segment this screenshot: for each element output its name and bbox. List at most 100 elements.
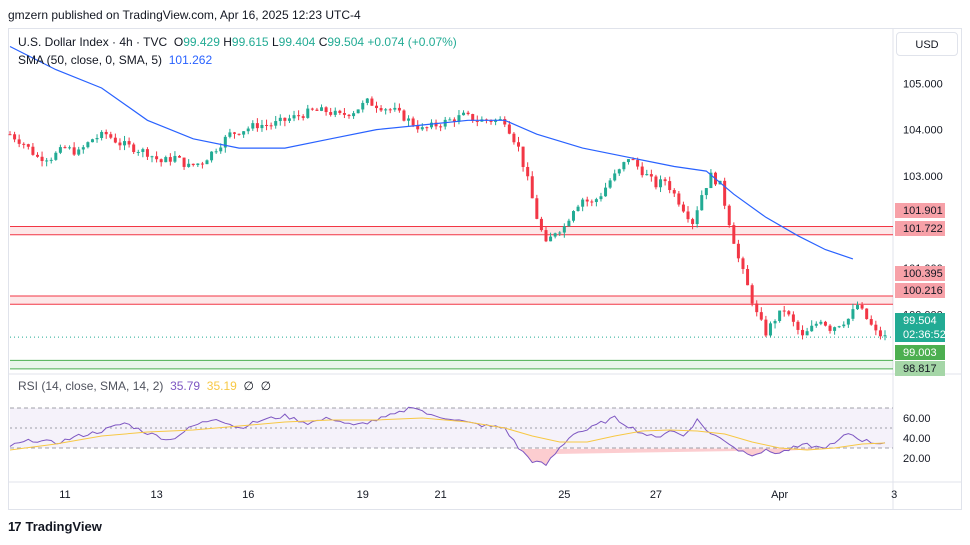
candle-body (475, 120, 479, 122)
candle-body (81, 147, 85, 150)
candle-body (558, 232, 562, 234)
candle-body (594, 199, 598, 203)
candle-body (100, 131, 104, 139)
candle-body (631, 159, 635, 161)
candle-body (388, 109, 392, 111)
price-label-box (895, 283, 945, 298)
sma-polyline (9, 45, 854, 260)
time-tick-label: Apr (771, 489, 788, 501)
candle-body (228, 132, 232, 137)
candle-body (265, 124, 269, 126)
candle-body (741, 258, 745, 269)
price-label-text: 100.395 (903, 268, 943, 280)
candle-body (370, 98, 374, 106)
candle-body (136, 151, 140, 153)
price-label-box (895, 345, 945, 360)
candle-body (45, 160, 49, 162)
candle-body (90, 139, 94, 143)
candle-body (347, 114, 351, 117)
symbol-label[interactable]: U.S. Dollar Index · 4h · TVC (18, 35, 168, 49)
tradingview-logo-icon: 17 (8, 519, 22, 534)
candle-body (242, 131, 246, 135)
candle-body (521, 146, 525, 167)
candle-body (95, 138, 99, 140)
tradingview-brand[interactable]: 17 TradingView (8, 519, 102, 534)
currency-button[interactable]: USD (896, 32, 958, 56)
candle-body (411, 118, 415, 126)
candle-body (109, 134, 113, 138)
candle-body (301, 116, 305, 118)
candle-body (402, 110, 406, 121)
candle-body (810, 325, 814, 332)
candle-body (283, 117, 287, 121)
candle-body (113, 137, 117, 143)
candle-body (182, 157, 186, 167)
candle-body (200, 163, 204, 165)
candle-body (31, 146, 35, 155)
sma-legend[interactable]: SMA (50, close, 0, SMA, 5) 101.262 (18, 53, 212, 67)
open-value: 99.429 (183, 35, 220, 49)
candle-body (191, 163, 195, 166)
candle-body (768, 323, 772, 336)
candle-body (778, 310, 782, 321)
candle-body (549, 236, 553, 242)
price-label-text: 99.003 (903, 347, 937, 359)
candle-body (168, 157, 172, 162)
rsi-value: 35.79 (170, 379, 201, 393)
candle-body (686, 211, 690, 220)
candle-body (297, 115, 301, 117)
rsi-pane (9, 406, 893, 467)
candle-body (622, 162, 626, 170)
candle-body (640, 166, 644, 176)
candle-body (159, 159, 163, 163)
zone-support (10, 360, 893, 369)
price-label-text: 02:36:52 (903, 329, 946, 341)
candle-body (58, 147, 62, 153)
candle-body (338, 110, 342, 113)
candle-body (746, 268, 750, 286)
candle-body (796, 321, 800, 330)
time-tick-label: 16 (242, 489, 254, 501)
candle-body (306, 108, 310, 118)
price-label-text: 101.722 (903, 223, 943, 235)
candle-body (342, 112, 346, 115)
time-tick-label: 3 (891, 489, 897, 501)
candle-body (526, 166, 530, 177)
candle-body (448, 119, 452, 121)
price-label-text: 101.901 (903, 205, 943, 217)
grid-lines (8, 28, 962, 510)
candle-body (736, 243, 740, 259)
zone-resistance (10, 226, 893, 235)
candle-body (617, 169, 621, 174)
candle-body (173, 155, 177, 162)
candle-body (636, 160, 640, 167)
time-tick-label: 21 (435, 489, 447, 501)
candle-body (608, 180, 612, 188)
support-resistance-zones (10, 226, 893, 370)
high-label: H (223, 35, 232, 49)
rsi-sma-line (9, 417, 886, 451)
candle-body (723, 180, 727, 206)
candle-body (132, 144, 136, 153)
candle-body (649, 174, 653, 177)
rsi-legend[interactable]: RSI (14, close, SMA, 14, 2) 35.79 35.19 … (18, 379, 271, 393)
candle-body (164, 157, 168, 163)
price-labels: 101.901 101.722 100.395 100.216 99.504 02:36:… (895, 203, 946, 376)
candle-body (856, 305, 860, 310)
rsi-label: RSI (14, close, SMA, 14, 2) (18, 379, 164, 393)
low-label: L (271, 35, 279, 49)
candle-body (846, 318, 850, 325)
candle-body (324, 107, 328, 113)
change-value: +0.074 (+0.07%) (367, 35, 457, 49)
price-label-text: 100.216 (903, 285, 943, 297)
candle-body (365, 98, 369, 103)
candle-body (823, 321, 827, 326)
candle-body (145, 149, 149, 157)
candle-body (801, 329, 805, 336)
candle-body (155, 156, 159, 160)
candle-body (333, 110, 337, 115)
candle-body (237, 133, 241, 135)
candle-body (645, 174, 649, 176)
candle-body (874, 324, 878, 331)
